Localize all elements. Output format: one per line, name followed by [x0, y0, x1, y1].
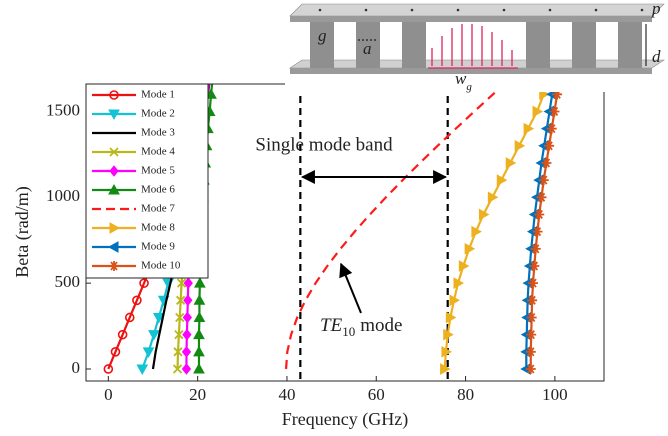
data-point — [200, 73, 208, 81]
data-point — [506, 158, 515, 168]
data-point — [544, 141, 554, 151]
y-tick-label: 500 — [55, 272, 81, 291]
data-point — [479, 209, 488, 219]
inset-label-a: a — [363, 39, 372, 58]
legend-label: Mode 8 — [141, 222, 175, 234]
series-line — [531, 77, 560, 369]
legend-label: Mode 2 — [141, 108, 175, 120]
data-point — [532, 227, 542, 237]
data-point — [527, 295, 537, 305]
data-point — [536, 192, 546, 202]
x-axis-title: Frequency (GHz) — [282, 409, 408, 430]
data-point — [497, 175, 506, 185]
data-point — [528, 278, 538, 288]
legend-label: Mode 3 — [141, 127, 175, 139]
mode-arrow — [341, 264, 361, 313]
chart: 020406080100050010001500 Frequency (GHz)… — [0, 0, 668, 436]
mode-label-main: TE — [320, 315, 343, 336]
legend-label: Mode 6 — [141, 184, 175, 196]
data-point — [515, 141, 524, 151]
data-point — [524, 124, 533, 134]
legend-label: Mode 7 — [141, 203, 175, 215]
data-point — [183, 330, 191, 340]
data-point — [194, 295, 204, 304]
legend-label: Mode 5 — [141, 165, 175, 177]
legend-marker — [109, 261, 119, 271]
data-point — [183, 312, 191, 322]
data-point — [137, 365, 147, 374]
x-tick-label: 0 — [104, 385, 113, 404]
bottom-plate — [290, 60, 664, 68]
data-point — [531, 244, 541, 254]
inset-structure: g a p d wg — [285, 0, 668, 93]
data-point — [194, 330, 204, 339]
legend-label: Mode 1 — [141, 89, 175, 101]
inset-label-d: d — [652, 47, 661, 66]
x-tick-label: 100 — [542, 385, 568, 404]
data-point — [182, 364, 190, 374]
y-axis-title: Beta (rad/m) — [12, 186, 33, 277]
data-point — [206, 72, 214, 82]
data-point — [182, 347, 190, 357]
data-point — [541, 158, 551, 168]
data-point — [195, 278, 205, 287]
data-point — [526, 347, 536, 357]
mode-label-rest: mode — [360, 315, 402, 336]
y-tick-label: 1500 — [46, 100, 80, 119]
top-plate-side — [290, 16, 652, 22]
data-point — [194, 364, 204, 373]
data-point — [526, 364, 536, 374]
data-point — [204, 73, 212, 81]
data-point — [549, 106, 559, 116]
legend-label: Mode 4 — [141, 146, 175, 158]
inset-label-w-sub: g — [466, 81, 472, 93]
data-point — [144, 348, 154, 357]
top-plate — [290, 4, 664, 16]
band-label: Single mode band — [255, 134, 393, 155]
x-tick-label: 20 — [189, 385, 206, 404]
inset-label-w-main: w — [455, 69, 467, 88]
inset-label-g: g — [318, 26, 327, 45]
x-tick-label: 80 — [457, 385, 474, 404]
data-point — [203, 73, 213, 82]
x-tick-label: 60 — [368, 385, 385, 404]
y-tick-label: 0 — [72, 358, 81, 377]
data-point — [208, 72, 218, 81]
x-tick-label: 40 — [278, 385, 295, 404]
data-point — [488, 192, 497, 202]
data-point — [539, 175, 549, 185]
y-tick-label: 1000 — [46, 186, 80, 205]
mode-label: TE10 mode — [320, 315, 402, 339]
data-point — [547, 124, 557, 134]
data-point — [194, 347, 204, 356]
data-point — [194, 312, 204, 321]
mode-label-sub: 10 — [342, 324, 355, 339]
inset-label-p: p — [651, 0, 661, 18]
legend: Mode 1 Mode 2 Mode 3 Mode 4 Mode 5 Mode 6 Mode… — [86, 84, 208, 278]
legend-label: Mode 10 — [141, 260, 181, 272]
data-point — [526, 330, 536, 340]
data-point — [534, 209, 544, 219]
data-point — [527, 312, 537, 322]
data-point — [529, 261, 539, 271]
bottom-plate-side — [290, 68, 652, 74]
legend-label: Mode 9 — [141, 241, 175, 253]
